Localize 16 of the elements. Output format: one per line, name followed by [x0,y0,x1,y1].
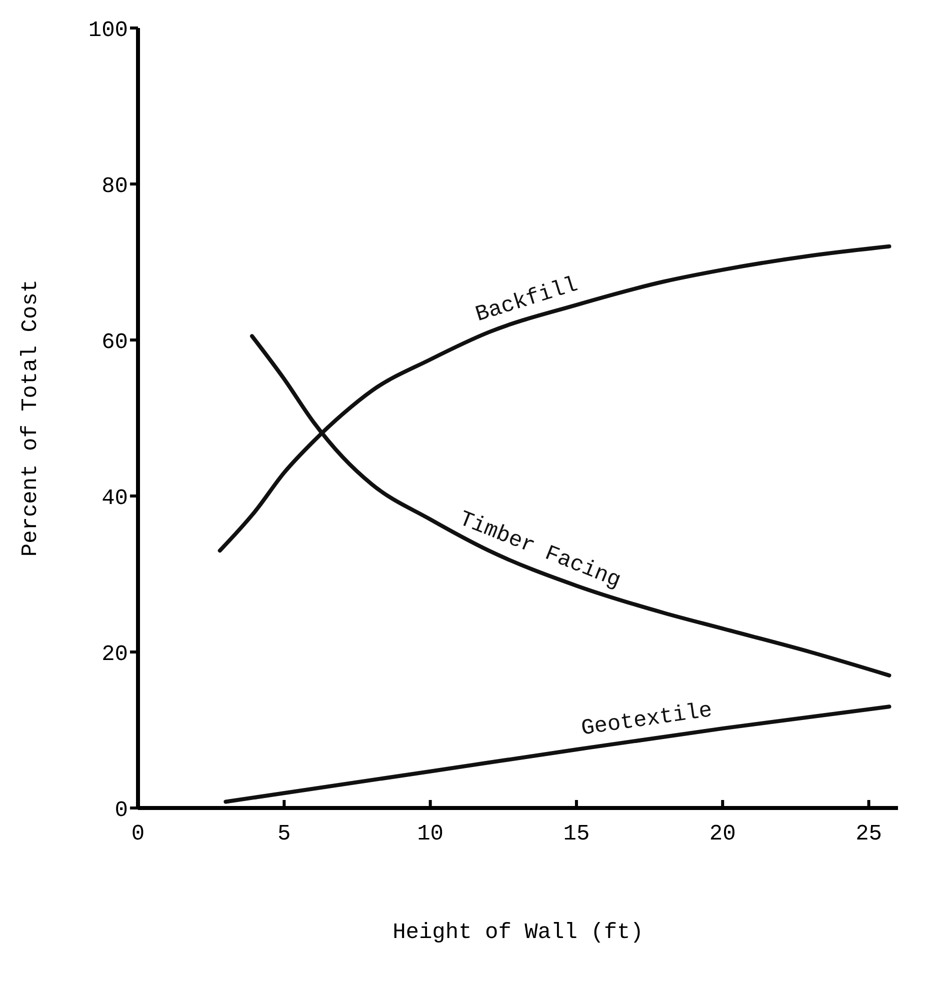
x-axis-title: Height of Wall (ft) [392,920,644,945]
x-tick-label: 15 [563,822,590,847]
y-tick-label: 60 [102,330,128,355]
line-series [224,704,892,804]
x-tick-label: 5 [278,822,291,847]
text: Geotextile [580,698,714,742]
y-tick-label: 0 [114,798,128,823]
x-tick-label: 0 [131,822,145,847]
x-tick-label: 10 [417,822,444,847]
y-tick-label: 100 [88,18,128,43]
x-tick-label: 25 [856,822,882,847]
y-axis-title: Percent of Total Cost [18,279,43,557]
x-tick-label: 20 [709,822,736,847]
y-tick-label: 40 [102,486,128,511]
y-tick-label: 80 [102,174,128,199]
y-tick-label: 20 [102,642,128,667]
